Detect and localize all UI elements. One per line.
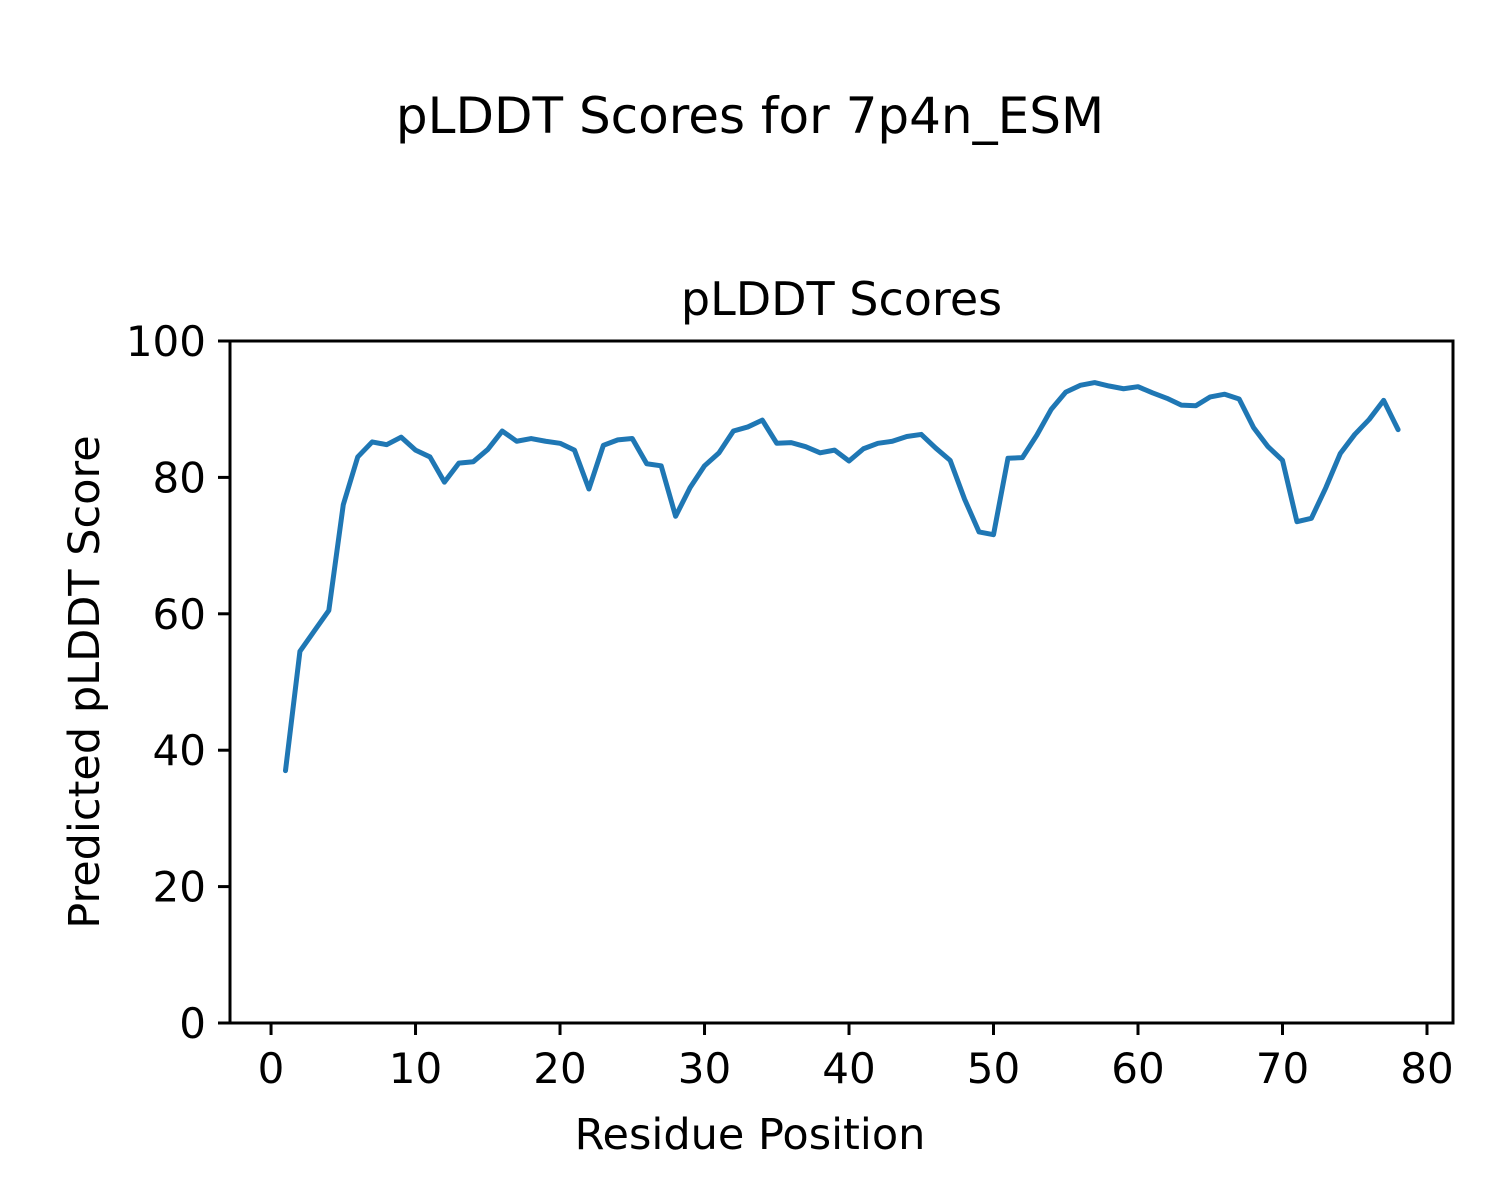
y-tick-label: 80 (153, 453, 206, 502)
x-tick-label: 40 (822, 1044, 875, 1093)
plddt-line (282, 380, 1401, 774)
y-tick-label: 40 (153, 726, 206, 775)
axes-frame (228, 339, 1455, 1025)
figure-title: pLDDT Scores for 7p4n_ESM (395, 87, 1105, 145)
y-tick-label: 100 (126, 317, 206, 366)
x-tick-label: 50 (967, 1044, 1020, 1093)
x-tick-label: 80 (1400, 1044, 1453, 1093)
x-tick-label: 70 (1256, 1044, 1309, 1093)
y-tick-label: 60 (153, 590, 206, 639)
y-tick-label: 0 (179, 999, 206, 1048)
x-tick-label: 0 (258, 1044, 285, 1093)
y-axis-label: Predicted pLDDT Score (60, 435, 111, 929)
y-tick-label: 20 (153, 863, 206, 912)
x-tick-label: 10 (389, 1044, 442, 1093)
axes-title: pLDDT Scores (680, 272, 1003, 326)
x-tick-label: 30 (678, 1044, 731, 1093)
x-axis-label: Residue Position (574, 1110, 926, 1160)
x-tick-label: 60 (1111, 1044, 1164, 1093)
x-tick-label: 20 (533, 1044, 586, 1093)
